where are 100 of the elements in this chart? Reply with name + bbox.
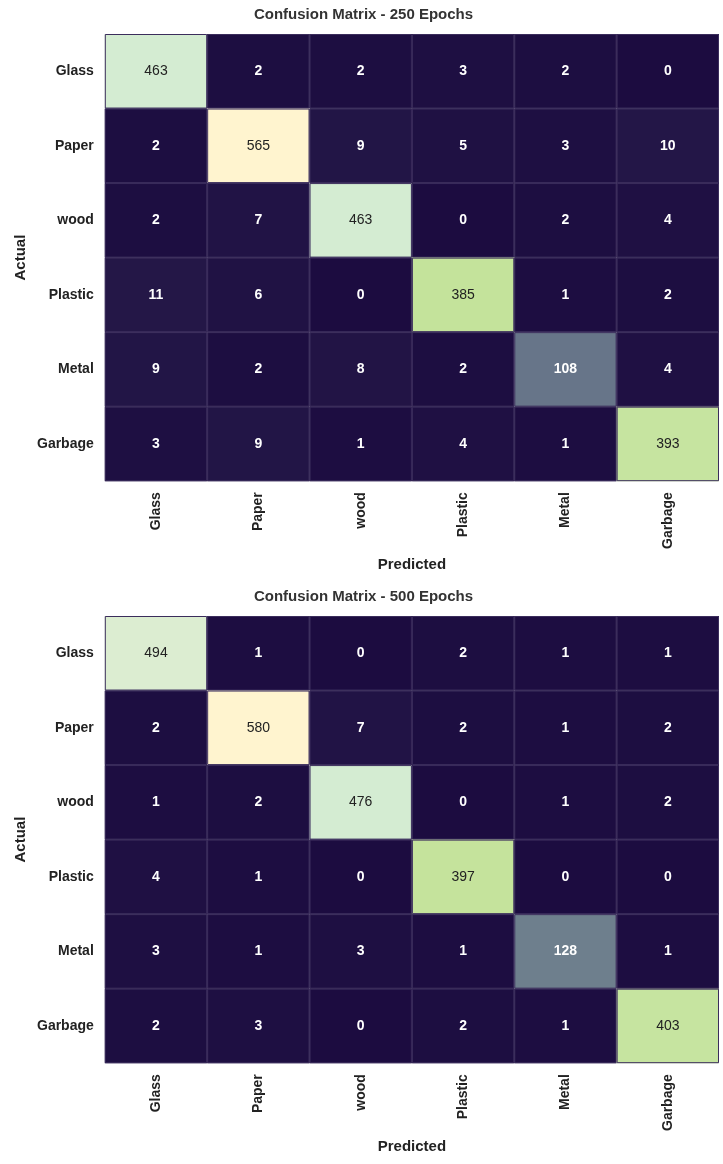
x-tick-label: Plastic xyxy=(453,491,470,538)
data-label: 1 xyxy=(561,1016,570,1033)
data-label: 580 xyxy=(246,718,271,735)
data-label: 4 xyxy=(663,211,672,228)
y-tick-label: wood xyxy=(56,211,94,228)
data-label: 1 xyxy=(561,644,570,661)
data-label: 9 xyxy=(254,434,263,451)
data-label: 2 xyxy=(663,718,672,735)
y-tick-label: Garbage xyxy=(36,1016,94,1033)
data-label: 0 xyxy=(459,793,468,810)
x-tick-label: Garbage xyxy=(658,492,675,550)
y-tick-label: Glass xyxy=(55,62,95,79)
y-tick-label: Metal xyxy=(58,942,94,959)
data-label: 2 xyxy=(152,718,161,735)
data-label: 3 xyxy=(254,1016,263,1033)
data-label: 1 xyxy=(459,942,468,959)
data-label: 3 xyxy=(152,434,161,451)
x-tick-label: wood xyxy=(351,492,368,530)
y-tick-label: Plastic xyxy=(48,867,95,884)
x-tick-label: Plastic xyxy=(453,1073,470,1120)
y-tick-label: Plastic xyxy=(48,285,95,302)
data-label: 2 xyxy=(663,285,672,302)
data-label: 0 xyxy=(356,285,365,302)
x-tick-label: Metal xyxy=(556,492,573,528)
x-axis-title: Predicted xyxy=(377,555,447,573)
data-label: 1 xyxy=(254,867,263,884)
y-axis-title: Actual xyxy=(11,816,29,863)
data-label: 108 xyxy=(553,360,578,377)
data-label: 2 xyxy=(152,211,161,228)
data-label: 476 xyxy=(349,793,373,810)
data-label: 0 xyxy=(663,867,672,884)
data-label: 4 xyxy=(663,360,672,377)
data-label: 11 xyxy=(148,285,164,302)
x-tick-label: Metal xyxy=(556,1074,573,1110)
data-label: 5 xyxy=(459,136,468,153)
y-axis-title: Actual xyxy=(11,234,29,281)
data-label: 4 xyxy=(152,867,161,884)
data-label: 2 xyxy=(152,1016,161,1033)
data-label: 1 xyxy=(561,793,570,810)
data-label: 0 xyxy=(356,644,365,661)
data-label: 0 xyxy=(459,211,468,228)
data-label: 1 xyxy=(254,942,263,959)
data-label: 1 xyxy=(561,718,570,735)
data-label: 2 xyxy=(254,360,263,377)
data-label: 3 xyxy=(356,942,365,959)
data-label: 2 xyxy=(254,793,263,810)
data-label: 0 xyxy=(561,867,570,884)
data-label: 2 xyxy=(459,718,468,735)
data-label: 393 xyxy=(656,434,680,451)
y-tick-label: Metal xyxy=(58,360,94,377)
x-axis-title: Predicted xyxy=(377,1137,447,1155)
data-label: 8 xyxy=(356,360,365,377)
data-label: 403 xyxy=(656,1016,680,1033)
data-label: 565 xyxy=(246,136,271,153)
data-label: 128 xyxy=(553,942,578,959)
data-label: 494 xyxy=(144,644,168,661)
data-label: 385 xyxy=(451,285,475,302)
y-tick-label: Paper xyxy=(54,136,95,153)
y-tick-label: Garbage xyxy=(36,434,94,451)
data-label: 9 xyxy=(356,136,365,153)
x-tick-label: Garbage xyxy=(658,1074,675,1132)
y-tick-label: Paper xyxy=(54,718,95,735)
x-tick-label: Paper xyxy=(249,1073,266,1114)
x-tick-label: Glass xyxy=(146,1073,163,1113)
data-label: 7 xyxy=(356,718,365,735)
data-label: 463 xyxy=(349,211,373,228)
data-label: 2 xyxy=(152,136,161,153)
data-label: 1 xyxy=(561,434,570,451)
data-label: 3 xyxy=(459,62,468,79)
data-label: 1 xyxy=(561,285,570,302)
data-label: 1 xyxy=(254,644,263,661)
chart-title: Confusion Matrix - 500 Epochs xyxy=(253,587,474,605)
data-label: 2 xyxy=(561,211,570,228)
data-label: 9 xyxy=(152,360,161,377)
data-label: 1 xyxy=(663,942,672,959)
data-label: 0 xyxy=(356,867,365,884)
x-tick-label: Glass xyxy=(146,491,163,531)
x-tick-label: Paper xyxy=(249,491,266,532)
data-label: 397 xyxy=(451,867,475,884)
data-label: 2 xyxy=(356,62,365,79)
data-label: 3 xyxy=(561,136,570,153)
data-label: 1 xyxy=(356,434,365,451)
data-label: 1 xyxy=(663,644,672,661)
y-tick-label: Glass xyxy=(55,644,95,661)
data-label: 2 xyxy=(459,360,468,377)
data-label: 4 xyxy=(459,434,468,451)
chart-title: Confusion Matrix - 250 Epochs xyxy=(253,5,474,23)
data-label: 1 xyxy=(152,793,161,810)
data-label: 3 xyxy=(152,942,161,959)
data-label: 2 xyxy=(561,62,570,79)
data-label: 6 xyxy=(254,285,263,302)
data-label: 7 xyxy=(254,211,263,228)
data-label: 2 xyxy=(459,644,468,661)
data-label: 0 xyxy=(663,62,672,79)
data-label: 2 xyxy=(459,1016,468,1033)
y-tick-label: wood xyxy=(56,793,94,810)
data-label: 463 xyxy=(144,62,168,79)
data-label: 2 xyxy=(254,62,263,79)
x-tick-label: wood xyxy=(351,1074,368,1112)
data-label: 10 xyxy=(660,136,676,153)
